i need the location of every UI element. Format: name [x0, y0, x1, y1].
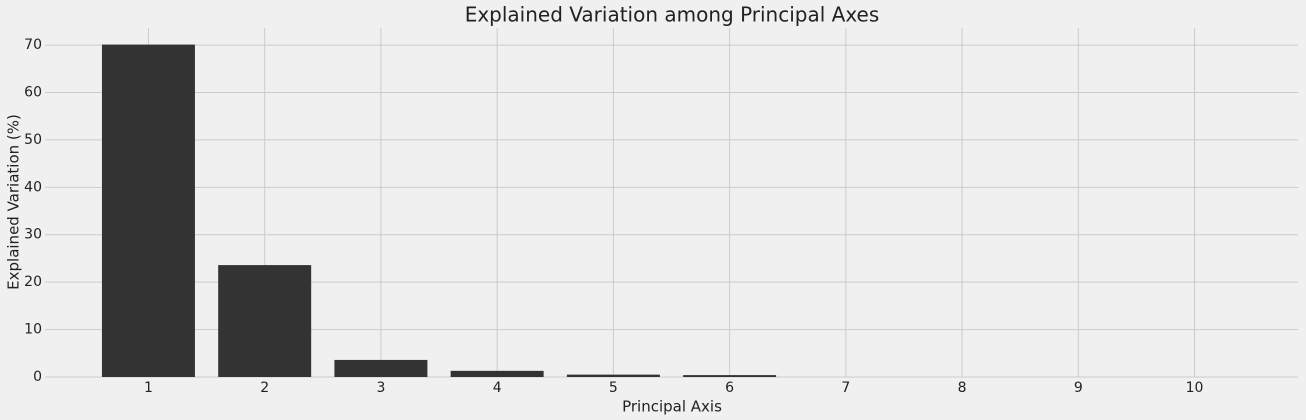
y-tick-label: 10	[24, 322, 42, 338]
chart-title: Explained Variation among Principal Axes	[465, 3, 880, 27]
x-tick-label: 4	[493, 380, 502, 396]
x-tick-label: 10	[1186, 380, 1204, 396]
x-tick-label: 2	[260, 380, 269, 396]
x-tick-label: 3	[376, 380, 385, 396]
x-axis-label: Principal Axis	[622, 398, 722, 416]
bar	[566, 374, 660, 377]
bar	[334, 359, 428, 377]
x-tick-label: 5	[609, 380, 618, 396]
x-tick-label: 9	[1074, 380, 1083, 396]
x-tick-label: 8	[958, 380, 967, 396]
bar	[101, 44, 195, 377]
x-tick-label: 7	[841, 380, 850, 396]
bar	[218, 265, 312, 377]
y-tick-label: 30	[24, 227, 42, 243]
bar	[450, 370, 544, 377]
y-tick-label: 20	[24, 274, 42, 290]
y-tick-label: 70	[24, 37, 42, 53]
y-tick-label: 40	[24, 179, 42, 195]
y-axis-label: Explained Variation (%)	[5, 114, 23, 290]
x-tick-label: 1	[144, 380, 153, 396]
y-tick-label: 50	[24, 132, 42, 148]
bar	[683, 375, 777, 377]
y-tick-label: 0	[33, 369, 42, 385]
x-tick-label: 6	[725, 380, 734, 396]
y-tick-label: 60	[24, 84, 42, 100]
